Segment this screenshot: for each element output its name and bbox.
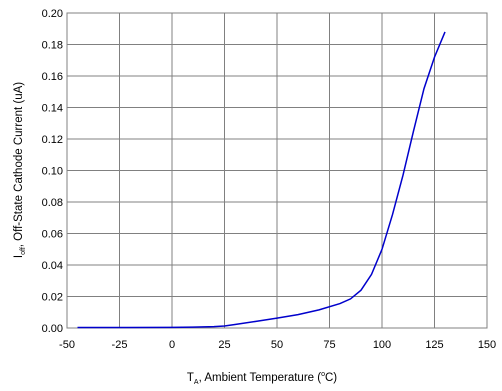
y-tick-label: 0.04 bbox=[42, 260, 63, 272]
x-tick-label: -50 bbox=[59, 339, 75, 351]
y-axis-title: Ioff, Off-State Cathode Current (uA) bbox=[13, 82, 27, 258]
y-tick-label: 0.20 bbox=[42, 8, 63, 20]
x-tick-label: 150 bbox=[478, 339, 496, 351]
x-tick-label: 50 bbox=[271, 339, 283, 351]
x-tick-label: 100 bbox=[373, 339, 391, 351]
y-tick-label: 0.16 bbox=[42, 71, 63, 83]
y-tick-label: 0.00 bbox=[42, 323, 63, 335]
x-tick-label: 0 bbox=[169, 339, 175, 351]
y-tick-labels: 0.00 0.02 0.04 0.06 0.08 0.10 0.12 0.14 0.16 0.18… bbox=[42, 8, 63, 335]
y-tick-label: 0.12 bbox=[42, 134, 63, 146]
y-tick-label: 0.18 bbox=[42, 40, 63, 52]
x-tick-label: 75 bbox=[323, 339, 335, 351]
x-tick-label: 125 bbox=[425, 339, 443, 351]
grid bbox=[66, 12, 488, 329]
y-tick-label: 0.14 bbox=[42, 103, 63, 115]
x-tick-labels: -50 -25 0 25 50 75 100 125 150 bbox=[59, 339, 496, 351]
y-tick-label: 0.08 bbox=[42, 197, 63, 209]
y-tick-label: 0.06 bbox=[42, 229, 63, 241]
x-tick-label: -25 bbox=[112, 339, 128, 351]
x-tick-label: 25 bbox=[218, 339, 230, 351]
y-tick-label: 0.02 bbox=[42, 292, 63, 304]
y-tick-label: 0.10 bbox=[42, 166, 63, 178]
series-line bbox=[77, 31, 446, 329]
x-axis-title: TA, Ambient Temperature (oC) bbox=[187, 371, 337, 386]
